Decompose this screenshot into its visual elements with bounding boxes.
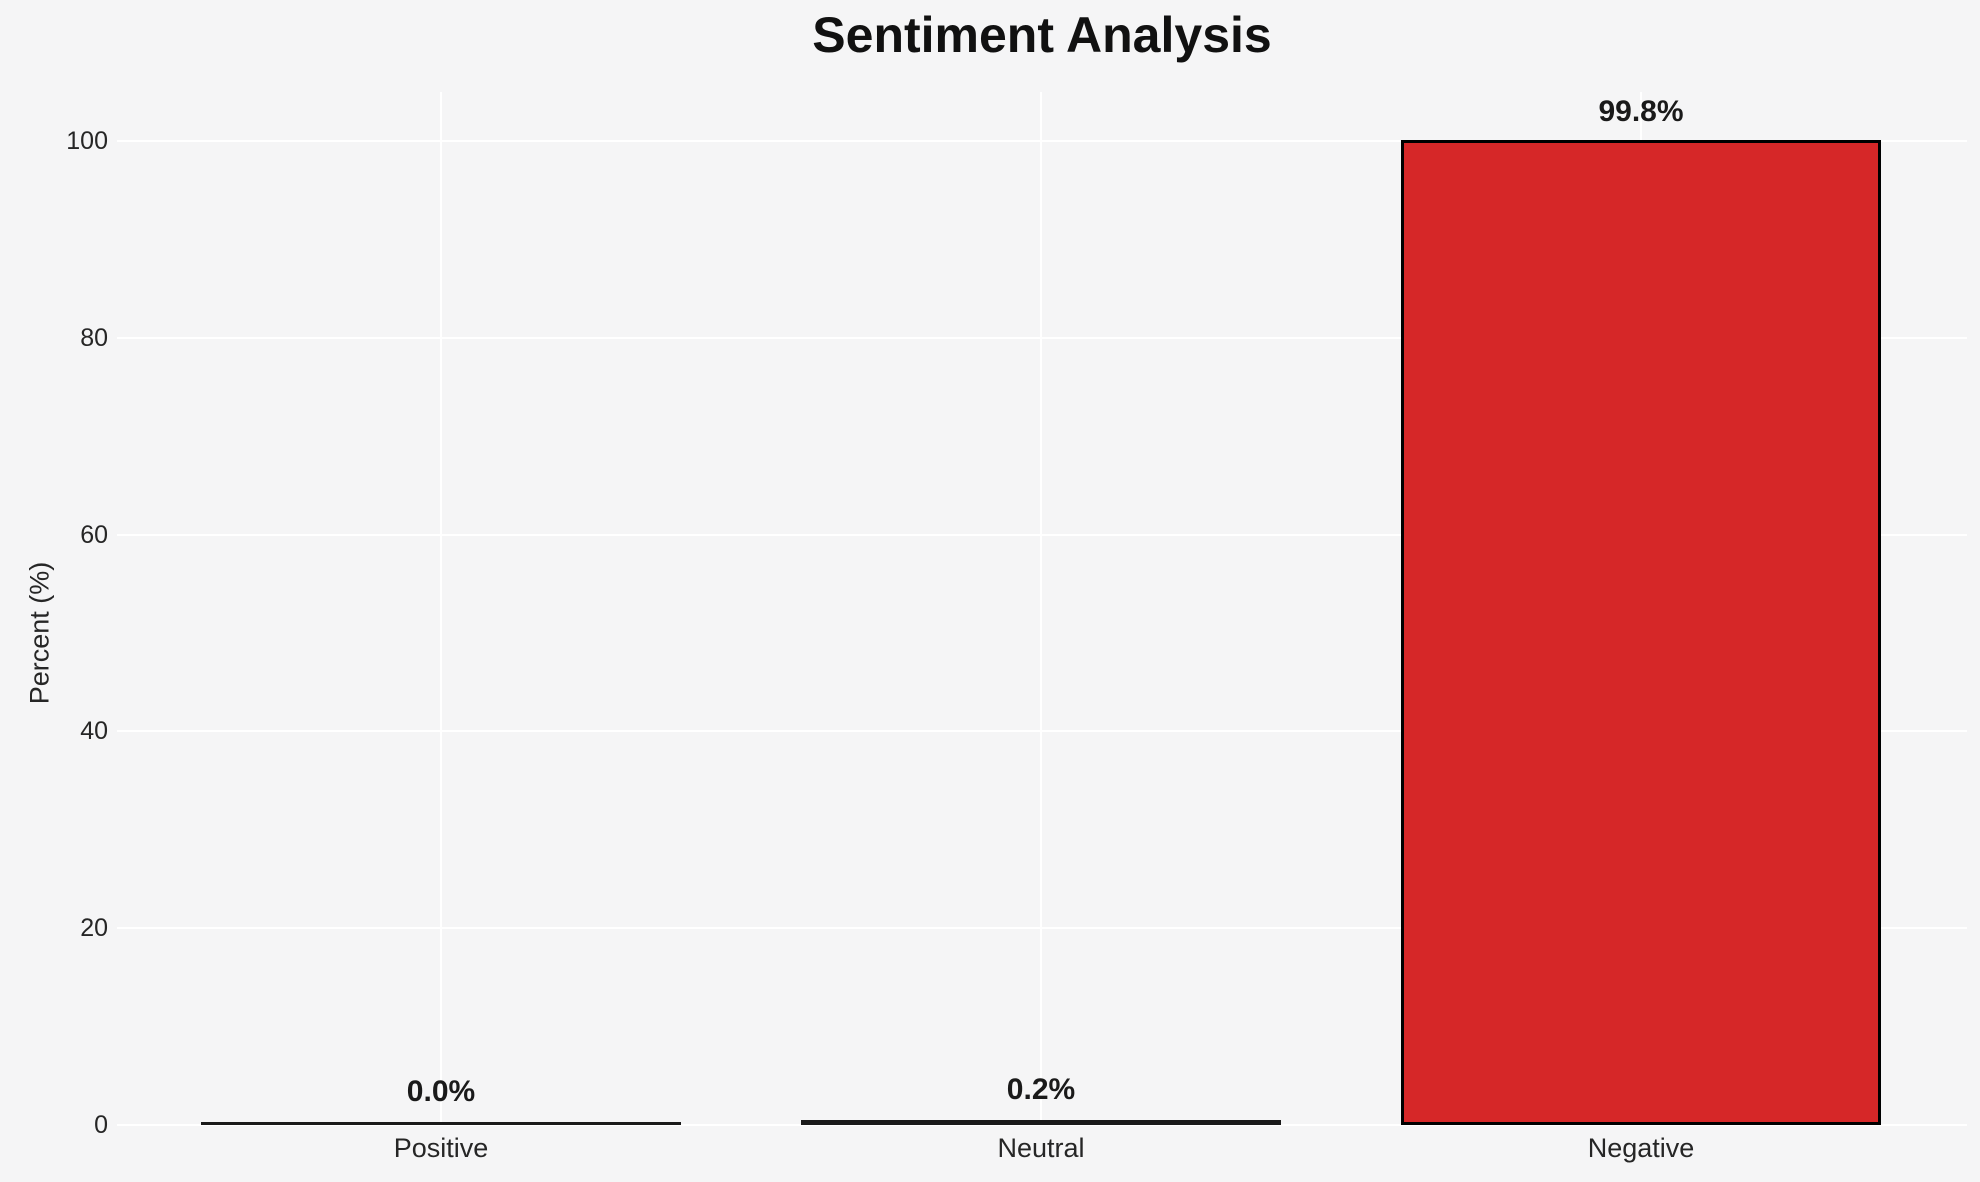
bar-negative bbox=[1401, 140, 1881, 1125]
gridline-y-100 bbox=[117, 140, 1967, 143]
gridline-y-80 bbox=[117, 336, 1967, 339]
gridline-y-0 bbox=[117, 1124, 1967, 1126]
y-tick-label-100: 100 bbox=[66, 127, 108, 156]
y-tick-label-60: 60 bbox=[80, 520, 108, 549]
x-tick-label-negative: Negative bbox=[1587, 1133, 1695, 1163]
gridline-y-60 bbox=[117, 533, 1967, 536]
chart-title: Sentiment Analysis bbox=[812, 7, 1272, 63]
value-label-negative: 99.8% bbox=[1598, 95, 1684, 128]
gridline-y-20 bbox=[117, 927, 1967, 930]
y-tick-label-20: 20 bbox=[80, 914, 108, 943]
bar-neutral bbox=[801, 1120, 1281, 1125]
gridline-y-40 bbox=[117, 730, 1967, 733]
x-tick-label-neutral: Neutral bbox=[997, 1133, 1085, 1163]
plot-area: 0.0% 0.2% 99.8% bbox=[117, 92, 1967, 1126]
y-tick-label-40: 40 bbox=[80, 717, 108, 746]
y-tick-label-80: 80 bbox=[80, 323, 108, 352]
y-tick-label-0: 0 bbox=[94, 1111, 108, 1139]
gridline-x-positive bbox=[440, 92, 442, 1125]
value-label-positive: 0.0% bbox=[406, 1075, 476, 1108]
x-tick-label-positive: Positive bbox=[393, 1133, 489, 1163]
gridline-x-neutral bbox=[1040, 92, 1042, 1125]
value-label-neutral: 0.2% bbox=[1006, 1073, 1076, 1106]
y-axis-label: Percent (%) bbox=[24, 561, 55, 705]
bar-positive bbox=[201, 1122, 681, 1125]
